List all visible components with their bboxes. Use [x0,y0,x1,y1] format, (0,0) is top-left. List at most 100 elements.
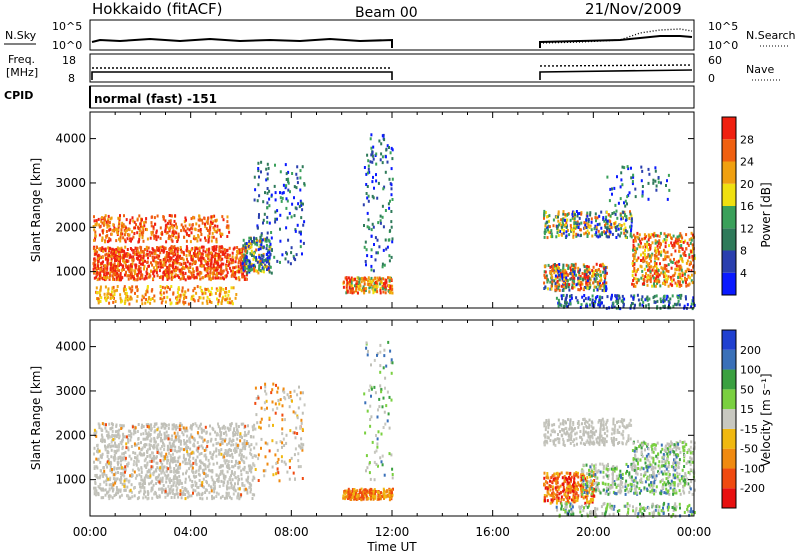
velocity-return [105,463,108,467]
power-return [119,214,121,218]
power-return [123,289,125,293]
velocity-return [140,441,142,445]
power-return [597,235,600,239]
velocity-return [115,486,118,489]
velocity-return [119,440,122,444]
velocity-return [243,465,246,469]
power-return [184,216,187,220]
power-return [214,276,217,280]
power-return [636,231,639,235]
power-return [209,262,212,266]
power-return [219,270,222,274]
power-return [638,233,641,237]
power-return [388,259,391,263]
power-return [186,227,189,231]
velocity-return [225,484,228,488]
velocity-return [95,492,98,496]
power-return [127,277,130,281]
power-return [206,218,209,222]
velocity-return [127,440,130,444]
power-return [133,272,136,275]
velocity-return [144,495,147,499]
velocity-return [216,478,219,481]
power-return [96,250,99,254]
power-return [656,281,658,285]
power-return [130,297,133,301]
power-return [367,167,370,171]
power-return [113,256,116,260]
power-return [629,212,632,216]
power-return [652,178,655,182]
power-return [674,281,677,285]
power-return [222,269,225,273]
power-return [229,301,232,305]
velocity-return [185,446,188,449]
power-return [368,283,371,287]
power-return [233,273,236,277]
power-return [586,214,589,218]
power-return [181,276,184,280]
power-return [376,276,379,280]
power-return [369,282,372,286]
power-return [678,303,681,307]
power-return [669,282,672,286]
power-return [209,220,212,224]
power-return [154,252,157,255]
power-return [615,229,618,232]
power-return [659,284,662,288]
power-return [214,268,217,272]
power-return [559,268,562,272]
power-return [551,235,554,239]
power-return [245,273,248,277]
power-return [642,256,645,260]
power-return [227,224,230,228]
velocity-return [93,465,96,469]
power-return [372,175,374,179]
velocity-return [170,445,173,449]
velocity-return [175,450,178,454]
power-return [105,230,108,233]
velocity-return [141,446,144,450]
power-return [214,251,217,255]
velocity-return [98,426,101,430]
velocity-return [215,449,218,453]
velocity-return [169,491,172,495]
velocity-return [118,434,121,438]
power-return [359,284,362,288]
power-return [111,252,114,256]
power-return [562,288,565,292]
power-return [146,249,149,252]
power-return [161,277,164,281]
power-return [562,294,565,297]
power-return [618,296,621,300]
power-return [345,284,348,288]
power-return [591,301,594,305]
velocity-return [152,473,155,477]
velocity-return [123,483,126,487]
power-return [196,239,199,243]
velocity-return [233,447,236,451]
power-return [164,300,167,304]
power-return [598,214,601,218]
power-return [290,215,293,219]
power-return [596,216,599,220]
velocity-return [131,495,134,499]
velocity-return [166,444,169,448]
power-return [215,276,218,280]
velocity-return [146,463,149,467]
power-return [381,262,384,266]
power-return [652,296,655,300]
power-return [597,268,600,272]
power-return [573,266,576,270]
power-return [666,255,669,259]
power-return [554,288,557,292]
power-return [225,267,228,271]
power-return [650,255,652,259]
power-return [549,265,552,269]
power-return [673,273,676,277]
power-return [683,250,686,254]
velocity-return [98,486,101,490]
velocity-return [137,442,140,445]
velocity-return [103,423,106,427]
power-return [654,239,657,243]
